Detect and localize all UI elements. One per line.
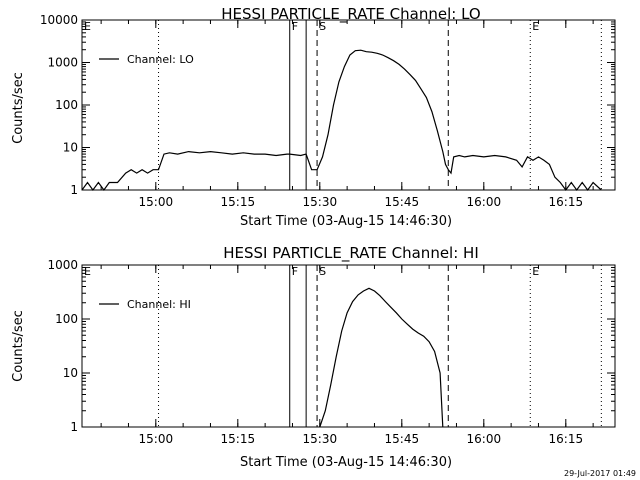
marker-label: E xyxy=(84,20,91,33)
x-tick-label: 15:45 xyxy=(385,432,420,446)
chart-title: HESSI PARTICLE_RATE Channel: HI xyxy=(223,244,479,263)
y-tick-label: 1000 xyxy=(47,56,78,70)
y-tick-label: 1 xyxy=(70,420,78,434)
y-tick-label: 100 xyxy=(55,98,78,112)
marker-label: S xyxy=(319,265,326,278)
x-tick-label: 15:45 xyxy=(385,195,420,209)
plot-frame xyxy=(81,264,616,428)
marker-label: E xyxy=(84,265,91,278)
series-line xyxy=(81,49,602,192)
legend-entry: Channel: HI xyxy=(127,298,191,311)
x-tick-label: 15:00 xyxy=(139,432,174,446)
series-line xyxy=(319,287,444,428)
y-tick-label: 10000 xyxy=(40,13,78,27)
y-tick-label: 10 xyxy=(63,366,78,380)
marker-label: S xyxy=(319,20,326,33)
legend-entry: Channel: LO xyxy=(127,53,194,66)
x-tick-label: 15:15 xyxy=(221,432,256,446)
y-axis-label: Counts/sec xyxy=(11,310,26,382)
chart-panel-lo: HESSI PARTICLE_RATE Channel: LO Start Ti… xyxy=(11,5,616,229)
y-tick-label: 10 xyxy=(63,141,78,155)
x-tick-label: 15:15 xyxy=(221,195,256,209)
x-tick-label: 16:00 xyxy=(467,195,502,209)
y-axis-label: Counts/sec xyxy=(11,72,26,144)
x-tick-label: 15:00 xyxy=(139,195,174,209)
x-tick-label: 15:30 xyxy=(303,432,338,446)
timestamp: 29-Jul-2017 01:49 xyxy=(564,469,636,478)
x-tick-label: 15:30 xyxy=(303,195,338,209)
x-axis-label: Start Time (03-Aug-15 14:46:30) xyxy=(240,214,452,229)
plot-frame xyxy=(81,19,616,191)
y-tick-label: 100 xyxy=(55,312,78,326)
marker-label: F xyxy=(292,265,298,278)
y-tick-label: 1000 xyxy=(47,258,78,272)
chart-title: HESSI PARTICLE_RATE Channel: LO xyxy=(221,5,480,24)
chart-panel-hi: HESSI PARTICLE_RATE Channel: HI Start Ti… xyxy=(11,244,616,470)
y-tick-label: 1 xyxy=(70,183,78,197)
marker-label: E xyxy=(532,20,539,33)
marker-label: F xyxy=(292,20,298,33)
x-tick-label: 16:00 xyxy=(467,432,502,446)
marker-label: E xyxy=(532,265,539,278)
x-tick-label: 16:15 xyxy=(549,195,584,209)
x-axis-label: Start Time (03-Aug-15 14:46:30) xyxy=(240,455,452,470)
x-tick-label: 16:15 xyxy=(549,432,584,446)
